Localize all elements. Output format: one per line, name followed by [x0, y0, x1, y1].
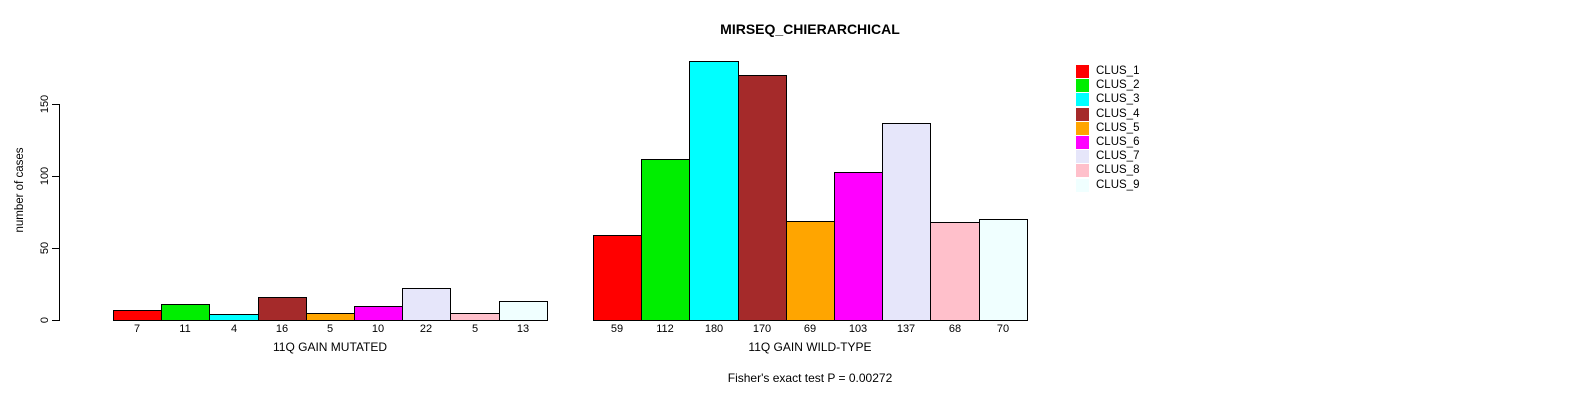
bar: [306, 313, 355, 321]
legend-row: CLUS_1: [1076, 64, 1139, 78]
bar-value-label: 69: [803, 323, 817, 335]
legend-swatch: [1076, 135, 1089, 149]
bar: [593, 235, 642, 321]
legend-swatch: [1076, 178, 1089, 192]
legend-row: CLUS_8: [1076, 163, 1139, 177]
bar: [979, 219, 1028, 321]
bar: [258, 297, 307, 321]
bar: [402, 288, 451, 321]
bar-value-label: 70: [996, 323, 1010, 335]
chart-title: MIRSEQ_CHIERARCHICAL: [720, 21, 900, 37]
legend-row: CLUS_7: [1076, 149, 1139, 163]
bar: [354, 306, 403, 321]
y-axis-tick-label: 150: [39, 94, 51, 114]
legend-label: CLUS_1: [1096, 65, 1140, 77]
bar: [641, 159, 690, 321]
y-axis-tick: [52, 176, 59, 177]
bar: [689, 61, 739, 321]
legend-swatch: [1076, 163, 1089, 177]
bar: [786, 221, 835, 321]
y-axis-tick-label: 50: [39, 241, 51, 255]
bar: [499, 301, 548, 321]
legend-swatch: [1076, 107, 1089, 121]
y-axis-line: [59, 104, 60, 321]
legend-swatch: [1076, 121, 1089, 135]
y-axis-tick: [52, 104, 59, 105]
bar-value-label: 5: [326, 323, 334, 335]
bar: [930, 222, 980, 321]
bar: [113, 310, 162, 321]
legend-swatch: [1076, 149, 1089, 163]
group-axis-label: 11Q GAIN WILD-TYPE: [748, 340, 872, 354]
bar-value-label: 16: [275, 323, 289, 335]
legend-row: CLUS_2: [1076, 78, 1139, 92]
bar-value-label: 22: [419, 323, 433, 335]
y-axis-tick: [52, 320, 59, 321]
legend-row: CLUS_6: [1076, 135, 1139, 149]
bar-value-label: 170: [752, 323, 772, 335]
legend-label: CLUS_3: [1096, 93, 1140, 105]
bar-value-label: 4: [230, 323, 238, 335]
bar: [834, 172, 883, 321]
bar: [161, 304, 210, 321]
y-axis-tick-label: 0: [39, 316, 51, 324]
bar-value-label: 137: [896, 323, 916, 335]
legend-label: CLUS_9: [1096, 179, 1140, 191]
legend-label: CLUS_7: [1096, 150, 1140, 162]
bar-value-label: 5: [471, 323, 479, 335]
legend-label: CLUS_8: [1096, 164, 1140, 176]
y-axis-title: number of cases: [14, 147, 26, 233]
fisher-test-annotation: Fisher's exact test P = 0.00272: [727, 371, 893, 385]
legend-label: CLUS_6: [1096, 136, 1140, 148]
bar: [450, 313, 500, 321]
bar-value-label: 112: [656, 323, 674, 335]
bar-value-label: 11: [179, 323, 191, 335]
bar-value-label: 103: [848, 323, 868, 335]
y-axis-tick-label: 100: [39, 166, 51, 186]
legend-swatch: [1076, 78, 1089, 92]
legend-row: CLUS_5: [1076, 121, 1139, 135]
bar-value-label: 7: [133, 323, 141, 335]
legend-swatch: [1076, 64, 1089, 78]
bar-value-label: 10: [371, 323, 385, 335]
y-axis-tick: [52, 248, 59, 249]
bar-value-label: 180: [704, 323, 724, 335]
legend-label: CLUS_5: [1096, 122, 1140, 134]
bar: [738, 75, 787, 321]
legend-row: CLUS_4: [1076, 107, 1139, 121]
legend-label: CLUS_2: [1096, 79, 1140, 91]
bar: [882, 123, 931, 321]
legend-row: CLUS_9: [1076, 178, 1139, 192]
bar: [209, 314, 259, 321]
bar-value-label: 68: [948, 323, 962, 335]
group-axis-label: 11Q GAIN MUTATED: [272, 340, 388, 354]
legend-label: CLUS_4: [1096, 108, 1140, 120]
bar-value-label: 13: [516, 323, 530, 335]
legend-row: CLUS_3: [1076, 92, 1139, 106]
bar-value-label: 59: [610, 323, 624, 335]
legend-swatch: [1076, 92, 1089, 106]
